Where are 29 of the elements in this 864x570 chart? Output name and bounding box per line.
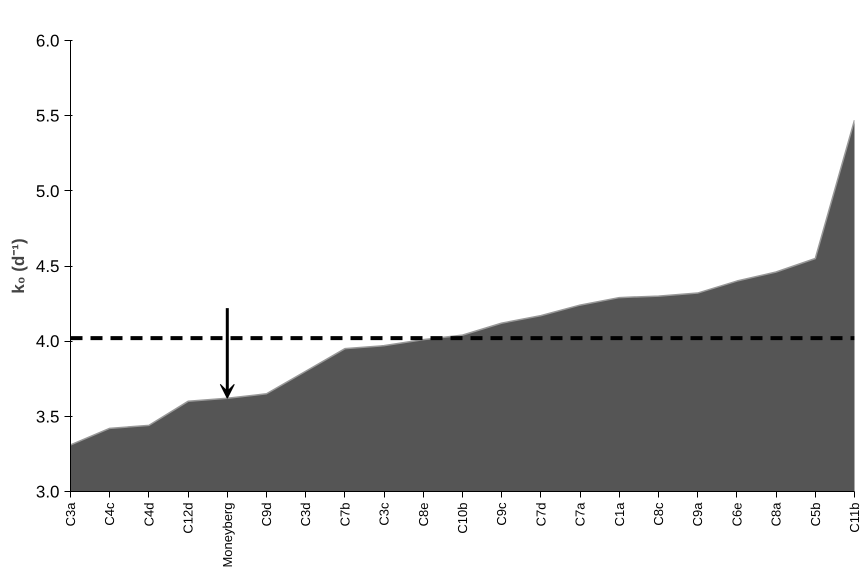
- y-tick-label: 6.0: [36, 32, 60, 50]
- x-tick-label: C9a: [690, 502, 706, 526]
- x-tick-label: C3d: [298, 502, 314, 526]
- x-tick-label: C5b: [808, 502, 823, 526]
- x-tick-label: C3a: [63, 502, 78, 526]
- x-tick-label: C7b: [337, 502, 352, 526]
- x-tick-label: C12d: [180, 502, 196, 534]
- y-tick-label: 4.5: [36, 257, 60, 276]
- y-tick-label: 3.5: [36, 407, 60, 426]
- y-tick-label: 5.0: [36, 182, 60, 201]
- y-tick-label: 4.0: [36, 332, 60, 352]
- x-tick-label: C9c: [494, 502, 510, 526]
- x-tick-label: C7a: [572, 502, 588, 526]
- x-tick-label: C9d: [259, 502, 274, 526]
- x-tick-label: C8a: [768, 502, 784, 526]
- x-tick-label: C8e: [416, 502, 431, 526]
- x-tick-label: C1a: [612, 502, 627, 526]
- x-tick-label: C4c: [102, 502, 118, 526]
- y-tick-label: 3.0: [36, 482, 60, 502]
- x-tick-label: C11b: [847, 502, 862, 533]
- x-tick-label: C7d: [533, 502, 548, 526]
- y-axis-title: k₀ (d⁻¹): [8, 238, 28, 294]
- y-tick-label: 5.5: [36, 106, 60, 126]
- x-tick-label: C10b: [455, 502, 470, 534]
- x-tick-label: Moneyberg: [220, 502, 235, 568]
- x-tick-label: C3c: [376, 502, 392, 526]
- x-tick-label: C6e: [729, 502, 744, 526]
- x-tick-label: C4d: [141, 502, 156, 526]
- x-tick-label: C8c: [651, 502, 666, 526]
